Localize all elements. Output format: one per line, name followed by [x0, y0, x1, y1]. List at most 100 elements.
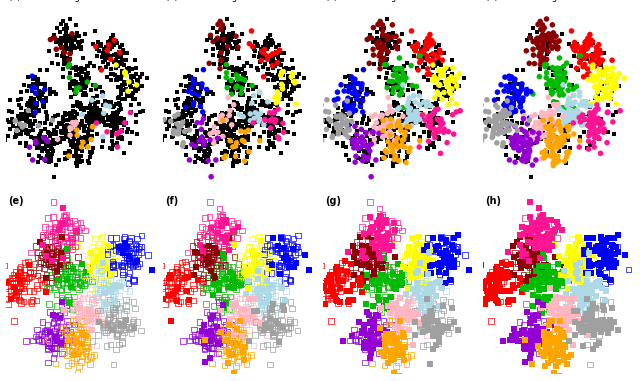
Point — [186, 102, 196, 108]
Point — [332, 125, 342, 131]
Point — [565, 315, 575, 322]
Point — [327, 134, 337, 141]
Point — [60, 150, 70, 156]
Point — [358, 327, 369, 333]
Point — [560, 307, 570, 313]
Point — [391, 314, 401, 320]
Point — [120, 57, 131, 63]
Point — [64, 331, 74, 337]
Point — [383, 235, 393, 242]
Point — [600, 88, 610, 94]
Point — [82, 63, 92, 69]
Point — [368, 91, 378, 97]
Point — [478, 296, 488, 302]
Point — [273, 340, 284, 346]
Point — [385, 331, 396, 337]
Point — [591, 318, 601, 324]
Point — [42, 345, 52, 351]
Point — [510, 336, 520, 342]
Point — [260, 293, 270, 299]
Point — [191, 90, 201, 96]
Point — [430, 84, 440, 90]
Point — [49, 285, 59, 291]
Point — [66, 284, 76, 290]
Point — [499, 88, 509, 94]
Point — [40, 81, 51, 87]
Point — [35, 239, 45, 245]
Point — [242, 105, 252, 111]
Point — [522, 121, 532, 127]
Point — [348, 297, 358, 303]
Point — [496, 280, 506, 286]
Point — [493, 104, 503, 110]
Point — [7, 116, 17, 122]
Point — [40, 146, 50, 152]
Point — [588, 120, 598, 126]
Point — [582, 66, 593, 72]
Point — [528, 303, 538, 309]
Point — [127, 78, 137, 85]
Point — [388, 160, 398, 166]
Point — [63, 362, 73, 368]
Point — [496, 112, 506, 118]
Point — [240, 70, 250, 76]
Point — [189, 76, 200, 82]
Point — [265, 110, 275, 116]
Point — [367, 259, 377, 265]
Point — [506, 261, 516, 267]
Point — [198, 95, 208, 101]
Point — [172, 264, 182, 270]
Point — [63, 148, 74, 154]
Point — [124, 248, 134, 254]
Point — [40, 250, 50, 256]
Point — [219, 55, 229, 61]
Point — [46, 345, 56, 351]
Point — [109, 282, 120, 288]
Point — [102, 47, 113, 53]
Point — [41, 247, 51, 253]
Point — [516, 84, 527, 90]
Point — [228, 339, 238, 346]
Point — [381, 347, 391, 353]
Point — [374, 239, 385, 245]
Point — [492, 264, 502, 270]
Point — [487, 134, 497, 141]
Point — [403, 87, 413, 93]
Point — [237, 85, 247, 91]
Point — [25, 123, 35, 129]
Point — [599, 66, 609, 72]
Point — [105, 243, 115, 249]
Point — [528, 46, 538, 52]
Point — [60, 223, 70, 229]
Point — [26, 83, 36, 90]
Point — [95, 41, 106, 47]
Point — [522, 333, 532, 339]
Point — [163, 119, 173, 125]
Point — [265, 271, 275, 277]
Point — [568, 93, 579, 99]
Point — [207, 129, 218, 135]
Point — [205, 32, 216, 38]
Point — [520, 128, 530, 134]
Point — [268, 120, 278, 126]
Point — [77, 318, 87, 324]
Point — [531, 226, 541, 232]
Point — [212, 135, 223, 141]
Point — [378, 318, 388, 324]
Point — [382, 329, 392, 335]
Point — [511, 131, 522, 138]
Point — [550, 143, 561, 149]
Point — [380, 219, 390, 225]
Point — [415, 50, 425, 56]
Point — [71, 147, 81, 153]
Point — [413, 268, 423, 274]
Point — [598, 69, 609, 75]
Point — [194, 331, 204, 337]
Point — [258, 343, 268, 349]
Point — [608, 82, 618, 88]
Point — [596, 240, 607, 247]
Point — [378, 60, 388, 66]
Point — [172, 125, 182, 131]
Point — [100, 48, 110, 54]
Point — [223, 239, 234, 245]
